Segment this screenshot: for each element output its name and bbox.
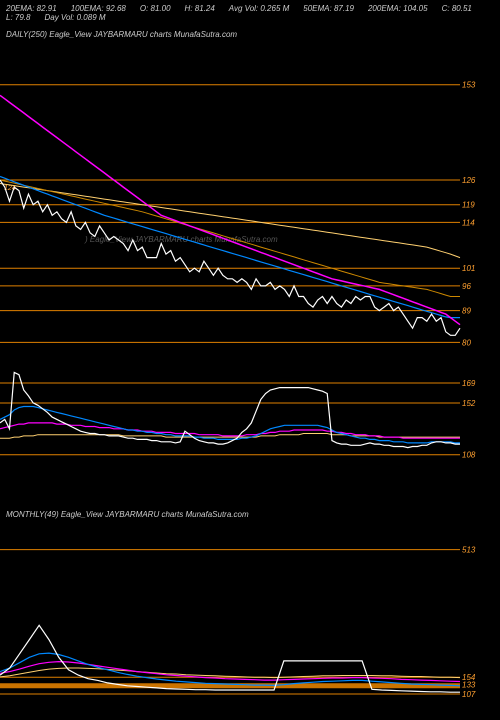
monthly-chart: 513154107133 — [0, 540, 500, 700]
dayvol: Day Vol: 0.089 M — [44, 13, 105, 22]
svg-text:169: 169 — [462, 379, 476, 388]
svg-text:96: 96 — [462, 282, 471, 291]
svg-text:114: 114 — [462, 218, 475, 227]
svg-text:153: 153 — [462, 81, 476, 90]
svg-text:513: 513 — [462, 546, 476, 555]
ema20: 20EMA: 82.91 — [6, 4, 57, 13]
svg-text:101: 101 — [462, 264, 475, 273]
high: H: 81.24 — [185, 4, 215, 13]
svg-text:133: 133 — [462, 681, 476, 690]
open: O: 81.00 — [140, 4, 171, 13]
svg-text:80: 80 — [462, 338, 471, 347]
svg-text:89: 89 — [462, 307, 471, 316]
low: L: 79.8 — [6, 13, 30, 22]
close: C: 80.51 — [442, 4, 472, 13]
svg-text:126: 126 — [462, 176, 476, 185]
ema50: 50EMA: 87.19 — [303, 4, 354, 13]
svg-text:152: 152 — [462, 399, 476, 408]
ema100: 100EMA: 92.68 — [71, 4, 126, 13]
avgvol: Avg Vol: 0.265 M — [229, 4, 289, 13]
daily-title: DAILY(250) Eagle_View JAYBARMARU charts … — [6, 30, 237, 39]
monthly-title: MONTHLY(49) Eagle_View JAYBARMARU charts… — [6, 510, 249, 519]
svg-text:107: 107 — [462, 690, 476, 699]
svg-text:108: 108 — [462, 451, 476, 460]
indicator-chart: 169 152 108 — [0, 370, 500, 470]
daily-chart: 153126119114101968980124 — [0, 60, 500, 360]
ema200: 200EMA: 104.05 — [368, 4, 428, 13]
svg-text:119: 119 — [462, 201, 475, 210]
stats-header: 20EMA: 82.91 100EMA: 92.68 O: 81.00 H: 8… — [6, 4, 494, 22]
